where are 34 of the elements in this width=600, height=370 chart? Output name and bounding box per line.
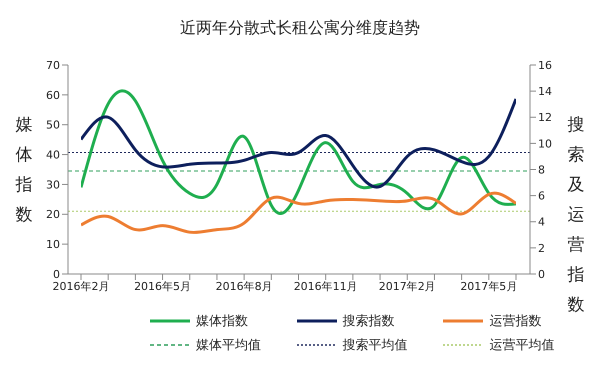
x-tick-label: 2016年5月 — [134, 280, 192, 293]
y-tick-label: 40 — [46, 148, 60, 162]
y-tick-label: 0 — [53, 268, 60, 281]
x-tick-label: 2016年2月 — [52, 280, 110, 293]
y2-tick-label: 10 — [538, 137, 552, 150]
y-axis-title: 媒体指数 — [14, 114, 34, 227]
y2-tick-label: 0 — [538, 268, 545, 281]
y2-tick-label: 8 — [538, 163, 545, 176]
x-tick-label: 2016年11月 — [294, 280, 358, 293]
y-tick-label: 20 — [46, 208, 60, 222]
y2-tick-label: 2 — [538, 242, 545, 255]
chart-title: 近两年分散式长租公寓分维度趋势 — [179, 18, 421, 39]
y2-tick-label: 16 — [538, 58, 552, 72]
x-tick-label: 2016年8月 — [216, 280, 273, 293]
y2-tick-label: 12 — [538, 111, 552, 124]
x-tick-label: 2017年5月 — [460, 280, 518, 293]
line-series — [81, 97, 516, 188]
y2-tick-label: 4 — [538, 216, 545, 229]
y-tick-label: 10 — [46, 238, 60, 252]
legend-label: 媒体平均值 — [196, 337, 261, 354]
x-tick-label: 2017年2月 — [378, 280, 436, 293]
legend-label: 搜索指数 — [342, 313, 395, 330]
y2-tick-label: 14 — [538, 85, 552, 98]
y2-axis-title: 搜索及运营指数 — [566, 114, 586, 317]
y-tick-label: 50 — [46, 118, 60, 132]
line-series — [81, 192, 516, 234]
y-tick-label: 60 — [46, 88, 60, 102]
legend-label: 搜索平均值 — [342, 337, 408, 354]
y-tick-label: 70 — [46, 58, 60, 72]
legend-label: 运营平均值 — [489, 337, 554, 354]
legend-label: 媒体指数 — [196, 313, 248, 330]
y2-tick-label: 6 — [538, 190, 545, 203]
y-tick-label: 30 — [46, 178, 60, 192]
legend-label: 运营指数 — [489, 313, 542, 330]
